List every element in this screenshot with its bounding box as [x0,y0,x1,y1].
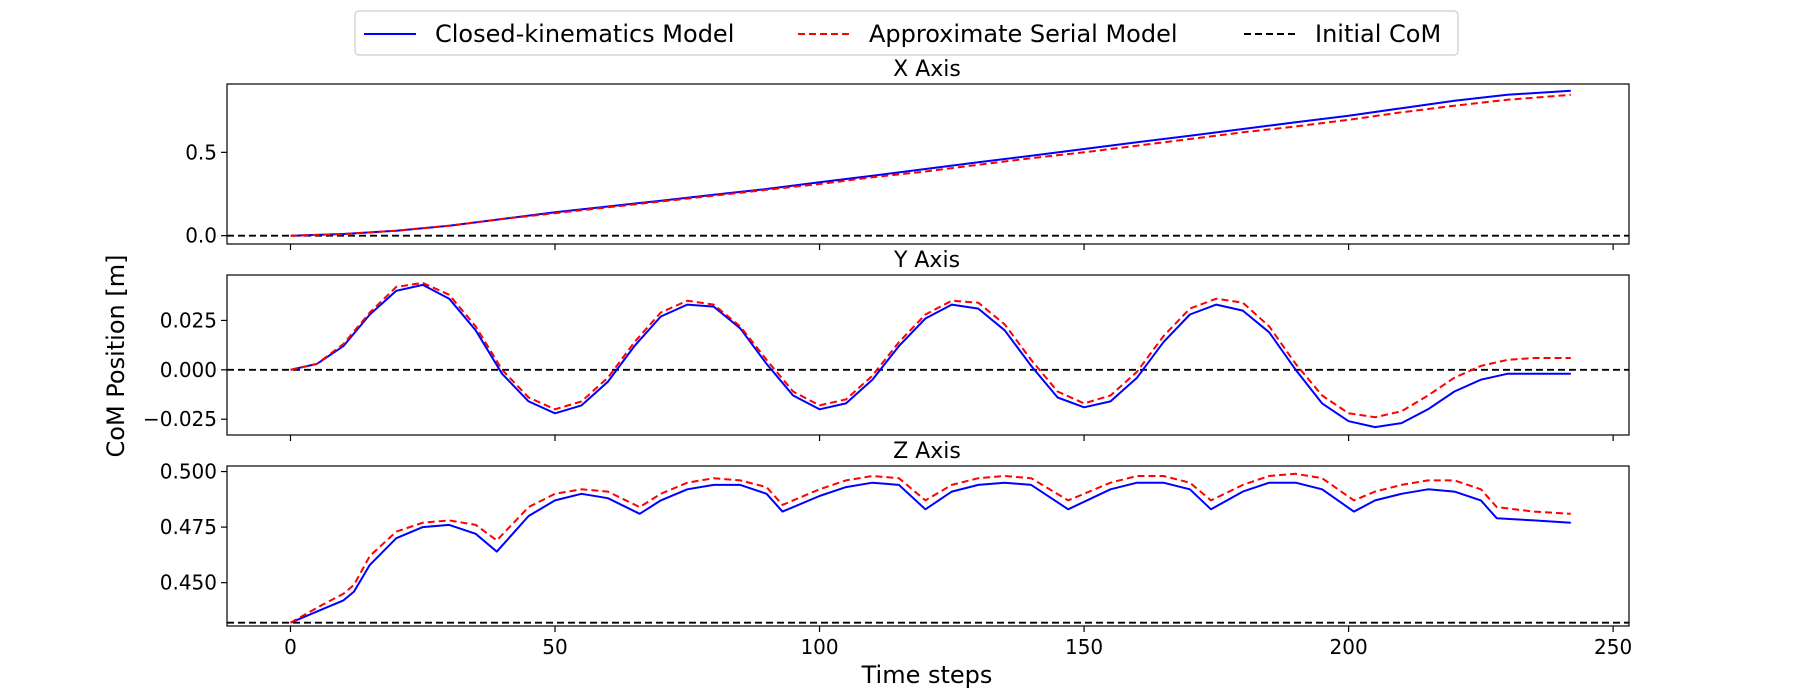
x-tick-label: 200 [1330,635,1368,659]
x-tick-label: 250 [1594,635,1632,659]
x-tick-label: 50 [542,635,567,659]
x-axis-label: Time steps [861,661,993,689]
legend: Closed-kinematics Model Approximate Seri… [354,10,1459,56]
series-closed-kinematics-line [290,89,1571,237]
series-approximate-serial-line [290,93,1571,237]
series-approximate-serial-line [290,281,1571,419]
plot-frame [226,465,1630,627]
series-approximate-serial-line [290,472,1571,624]
y-tick-label: 0.5 [185,140,217,164]
x-tick-label: 100 [800,635,838,659]
y-tick-label: 0.500 [160,460,217,484]
series-closed-kinematics-line [290,481,1571,624]
panel-z-axis: Z Axis 0.450 0.475 0.500 0 50 100 150 200 250 [160,439,1632,659]
panel-title: Y Axis [893,248,960,273]
panel-x-axis: X Axis 0.0 0.5 [185,57,1630,250]
plot-frame [226,274,1630,436]
x-tick-label: 0 [284,635,297,659]
legend-label-approximate-serial: Approximate Serial Model [869,20,1178,48]
plot-frame [226,83,1630,245]
series-closed-kinematics-line [290,283,1571,429]
y-axis-label: CoM Position [m] [102,255,130,458]
panel-y-axis: Y Axis −0.025 0.000 0.025 [143,248,1630,441]
y-tick-label: 0.000 [160,358,217,382]
x-tick-label: 150 [1065,635,1103,659]
y-tick-label: 0.450 [160,571,217,595]
panel-title: Z Axis [893,439,961,464]
legend-label-initial-com: Initial CoM [1315,20,1441,48]
legend-label-closed-kinematics: Closed-kinematics Model [435,20,734,48]
legend-frame [354,10,1459,56]
y-tick-label: −0.025 [143,407,217,431]
y-tick-label: 0.475 [160,515,217,539]
y-tick-label: 0.0 [185,224,217,248]
panel-title: X Axis [893,57,961,82]
y-tick-label: 0.025 [160,308,217,332]
